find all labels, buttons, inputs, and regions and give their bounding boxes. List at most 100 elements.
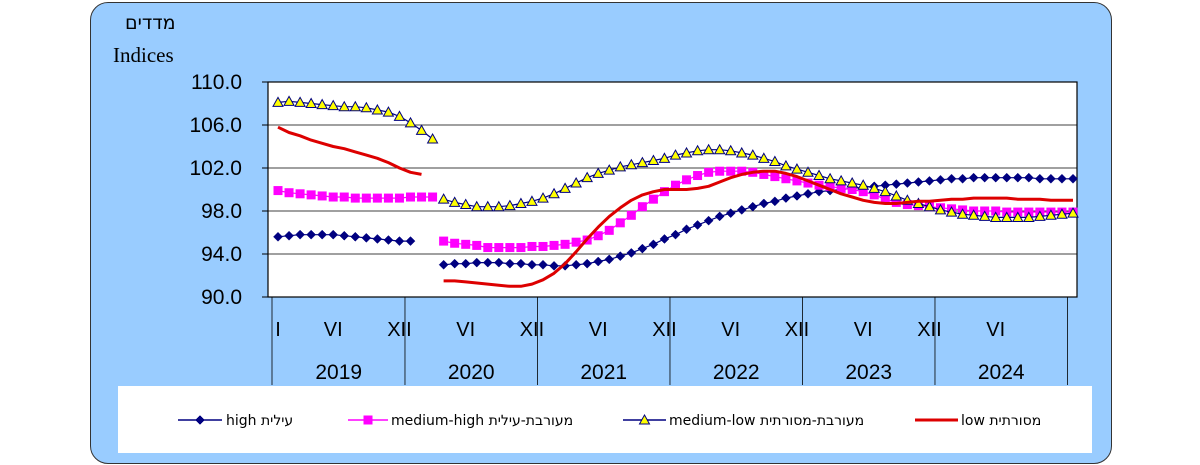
data-point-marker xyxy=(450,238,460,248)
data-point-marker xyxy=(382,106,395,117)
data-point-marker xyxy=(890,189,903,201)
data-point-marker xyxy=(648,194,658,204)
data-point-marker xyxy=(879,185,892,197)
data-point-marker xyxy=(560,239,570,249)
data-point-marker xyxy=(1012,172,1023,183)
data-point-marker xyxy=(614,160,627,172)
data-point-marker xyxy=(735,146,748,158)
y-tick-label: 102.0 xyxy=(189,157,242,180)
data-point-marker xyxy=(770,196,780,207)
data-point-marker xyxy=(593,231,603,241)
data-point-marker xyxy=(847,185,857,194)
data-point-marker xyxy=(978,210,991,221)
data-point-marker xyxy=(481,200,494,212)
data-point-marker xyxy=(361,233,372,243)
data-point-marker xyxy=(471,257,482,268)
data-point-marker xyxy=(383,235,394,245)
x-month-label: VI xyxy=(854,319,873,341)
data-point-marker xyxy=(625,158,638,170)
data-point-marker xyxy=(604,225,614,235)
data-point-marker xyxy=(957,173,968,184)
legend-item-low: מסורתית low xyxy=(915,413,1041,429)
data-point-marker xyxy=(1001,172,1012,183)
data-point-marker xyxy=(482,257,493,268)
data-point-marker xyxy=(483,243,493,253)
data-point-marker xyxy=(713,143,726,155)
data-point-marker xyxy=(781,174,791,184)
data-point-marker xyxy=(747,201,758,212)
data-point-marker xyxy=(516,243,526,253)
data-point-marker xyxy=(549,240,559,250)
data-point-marker xyxy=(991,206,1001,216)
data-point-marker xyxy=(615,218,625,228)
data-point-marker xyxy=(417,192,427,202)
data-point-marker xyxy=(691,144,704,156)
data-point-marker xyxy=(868,182,881,193)
data-point-marker xyxy=(858,187,868,197)
data-point-marker xyxy=(195,415,205,425)
data-point-marker xyxy=(363,415,373,425)
data-point-marker xyxy=(682,175,692,185)
data-point-marker xyxy=(350,193,360,203)
data-point-marker xyxy=(283,95,295,106)
data-point-marker xyxy=(934,203,947,215)
series-medium-low xyxy=(272,95,1079,222)
data-point-marker xyxy=(1056,208,1068,219)
data-point-marker xyxy=(846,177,859,188)
data-point-marker xyxy=(581,171,594,183)
data-point-marker xyxy=(638,413,651,425)
data-point-marker xyxy=(1068,173,1078,184)
data-point-marker xyxy=(758,198,769,209)
data-point-marker xyxy=(869,190,879,200)
data-point-marker xyxy=(1035,173,1045,184)
data-point-marker xyxy=(438,259,449,270)
data-point-marker xyxy=(692,220,703,230)
series-high xyxy=(273,172,1078,271)
data-point-marker xyxy=(515,197,527,208)
data-point-marker xyxy=(494,243,504,253)
data-point-marker xyxy=(714,211,725,222)
data-point-marker xyxy=(317,229,328,240)
data-point-marker xyxy=(891,179,902,189)
data-point-marker xyxy=(615,251,626,262)
data-point-marker xyxy=(725,208,736,219)
data-point-marker xyxy=(527,241,537,251)
data-point-marker xyxy=(769,155,781,167)
data-point-marker xyxy=(426,132,439,144)
data-point-marker xyxy=(803,178,813,188)
data-point-marker xyxy=(603,164,616,175)
data-point-marker xyxy=(284,188,294,198)
data-point-marker xyxy=(284,230,294,241)
data-point-marker xyxy=(294,96,306,107)
data-point-marker xyxy=(792,191,802,201)
data-point-marker xyxy=(439,236,449,246)
data-point-marker xyxy=(792,176,802,186)
data-point-marker xyxy=(592,167,605,178)
y-tick-label: 106.0 xyxy=(189,114,242,137)
data-point-marker xyxy=(272,96,284,107)
data-point-marker xyxy=(295,189,305,199)
x-month-label: VI xyxy=(324,319,343,341)
data-point-marker xyxy=(526,195,538,206)
series-line-low xyxy=(443,169,1073,288)
data-point-marker xyxy=(449,258,460,269)
data-point-marker xyxy=(802,166,814,177)
data-point-marker xyxy=(659,187,669,197)
data-point-marker xyxy=(538,241,548,251)
series-line-medium-high xyxy=(443,170,1073,249)
data-point-marker xyxy=(946,173,957,184)
data-point-marker xyxy=(803,188,813,199)
data-point-marker xyxy=(394,193,404,203)
x-month-label: VI xyxy=(456,319,475,341)
data-point-marker xyxy=(1000,211,1013,222)
data-point-marker xyxy=(670,229,681,240)
data-point-marker xyxy=(703,215,714,226)
data-point-marker xyxy=(516,258,526,269)
data-point-marker xyxy=(371,103,384,115)
data-point-marker xyxy=(681,224,692,235)
data-point-marker xyxy=(372,234,383,244)
data-point-marker xyxy=(328,229,339,240)
data-point-marker xyxy=(428,192,438,202)
data-point-marker xyxy=(316,98,329,110)
